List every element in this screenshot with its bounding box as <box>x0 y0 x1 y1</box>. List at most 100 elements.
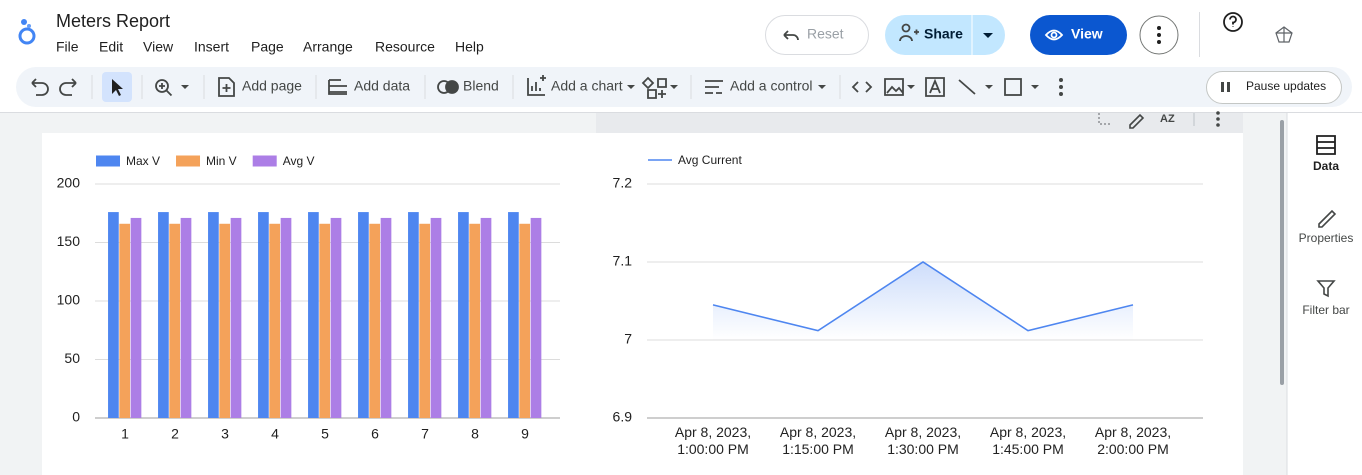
bar[interactable] <box>508 212 519 418</box>
bar[interactable] <box>219 223 231 418</box>
image-caret[interactable] <box>907 85 915 89</box>
chart-more[interactable] <box>1216 111 1220 127</box>
bar[interactable] <box>458 212 469 418</box>
reset-button[interactable] <box>765 15 869 55</box>
bar[interactable] <box>469 223 481 418</box>
side-tab[interactable]: Filter bar <box>1302 303 1349 317</box>
x-tick-label: Apr 8, 2023, 1:15:00 PM <box>779 424 857 457</box>
image-button[interactable] <box>884 78 904 96</box>
bar[interactable] <box>180 217 192 418</box>
bar[interactable] <box>519 223 531 418</box>
profile-icon[interactable] <box>1275 26 1293 43</box>
view-button[interactable] <box>1030 15 1127 55</box>
bar[interactable] <box>269 223 281 418</box>
bar[interactable] <box>130 217 142 418</box>
pause-icon <box>1221 82 1230 92</box>
bar[interactable] <box>308 212 319 418</box>
bar[interactable] <box>208 212 219 418</box>
line-button[interactable] <box>958 79 976 95</box>
bar[interactable] <box>408 212 419 418</box>
add-page-icon[interactable] <box>218 77 235 97</box>
filter-icon[interactable] <box>1316 280 1336 298</box>
toolbar-more[interactable] <box>1059 78 1063 96</box>
add-data-label[interactable]: Add data <box>354 78 410 94</box>
bar[interactable] <box>380 217 392 418</box>
line-caret[interactable] <box>985 85 993 89</box>
menu-item[interactable]: Page <box>251 39 284 55</box>
blend-icon[interactable] <box>437 80 459 94</box>
pause-label[interactable]: Pause updates <box>1246 79 1326 93</box>
undo-button[interactable] <box>31 78 49 96</box>
bar[interactable] <box>258 212 269 418</box>
community-icon[interactable] <box>641 76 667 99</box>
bar[interactable] <box>280 217 292 418</box>
bar[interactable] <box>480 217 492 418</box>
add-control-icon[interactable] <box>705 80 723 94</box>
blend-label[interactable]: Blend <box>463 78 499 94</box>
menu-item[interactable]: Arrange <box>303 39 353 55</box>
add-control-label[interactable]: Add a control <box>730 78 813 94</box>
toolbar <box>16 67 1352 107</box>
y-tick-label: 50 <box>64 350 80 366</box>
bar[interactable] <box>430 217 442 418</box>
share-button[interactable] <box>885 15 1005 55</box>
add-chart-icon[interactable] <box>527 75 546 96</box>
shape-button[interactable] <box>1004 78 1022 96</box>
y-tick-label: 100 <box>57 292 81 308</box>
zoom-caret[interactable] <box>181 85 189 89</box>
logo[interactable] <box>18 19 36 45</box>
menu-item[interactable]: View <box>143 39 174 55</box>
add-chart-caret[interactable] <box>627 85 635 89</box>
bar[interactable] <box>119 223 131 418</box>
x-tick-label: 2 <box>171 426 179 442</box>
legend-label[interactable]: Max V <box>126 154 160 168</box>
bar[interactable] <box>319 223 331 418</box>
y-tick-label: 7 <box>624 331 632 347</box>
legend-swatch <box>176 155 201 167</box>
report-title[interactable]: Meters Report <box>56 11 170 31</box>
code-button[interactable] <box>851 81 873 93</box>
x-tick-label: Apr 8, 2023, 1:45:00 PM <box>989 424 1067 457</box>
bar[interactable] <box>158 212 169 418</box>
zoom-button[interactable] <box>155 79 173 97</box>
legend-label[interactable]: Avg Current <box>678 153 742 167</box>
menu-item[interactable]: Help <box>455 39 484 55</box>
share-icon <box>899 23 919 42</box>
bar[interactable] <box>330 217 342 418</box>
side-tab[interactable]: Data <box>1313 159 1339 173</box>
y-tick-label: 7.2 <box>613 175 633 191</box>
bar[interactable] <box>169 223 181 418</box>
shape-caret[interactable] <box>1031 85 1039 89</box>
pause-button[interactable] <box>1206 71 1342 104</box>
community-caret[interactable] <box>670 85 678 89</box>
properties-icon[interactable] <box>1318 209 1337 228</box>
menu-item[interactable]: Insert <box>194 39 229 55</box>
bar[interactable] <box>530 217 542 418</box>
edit-icon[interactable] <box>1129 113 1145 129</box>
bar[interactable] <box>230 217 242 418</box>
redo-button[interactable] <box>59 78 77 96</box>
add-data-icon[interactable] <box>328 79 347 95</box>
text-button[interactable] <box>925 77 945 97</box>
view-icon <box>1044 29 1064 41</box>
add-page-label[interactable]: Add page <box>242 78 302 94</box>
side-tab[interactable]: Properties <box>1299 231 1354 245</box>
data-icon[interactable] <box>1316 135 1336 155</box>
share-caret[interactable] <box>983 33 993 38</box>
bar[interactable] <box>419 223 431 418</box>
add-chart-label[interactable]: Add a chart <box>551 78 623 94</box>
help-button[interactable] <box>1223 12 1243 32</box>
menu-item[interactable]: Resource <box>375 39 435 55</box>
legend-label[interactable]: Avg V <box>283 154 315 168</box>
legend-label[interactable]: Min V <box>206 154 237 168</box>
menu-item[interactable]: Edit <box>99 39 123 55</box>
more-icon <box>1157 26 1161 44</box>
bar[interactable] <box>358 212 369 418</box>
sort-icon[interactable]: AZ <box>1160 113 1175 125</box>
scrollbar[interactable] <box>1280 120 1284 385</box>
add-control-caret[interactable] <box>818 85 826 89</box>
bar[interactable] <box>108 212 119 418</box>
line[interactable] <box>712 261 1134 332</box>
menu-item[interactable]: File <box>56 39 79 55</box>
bar[interactable] <box>369 223 381 418</box>
